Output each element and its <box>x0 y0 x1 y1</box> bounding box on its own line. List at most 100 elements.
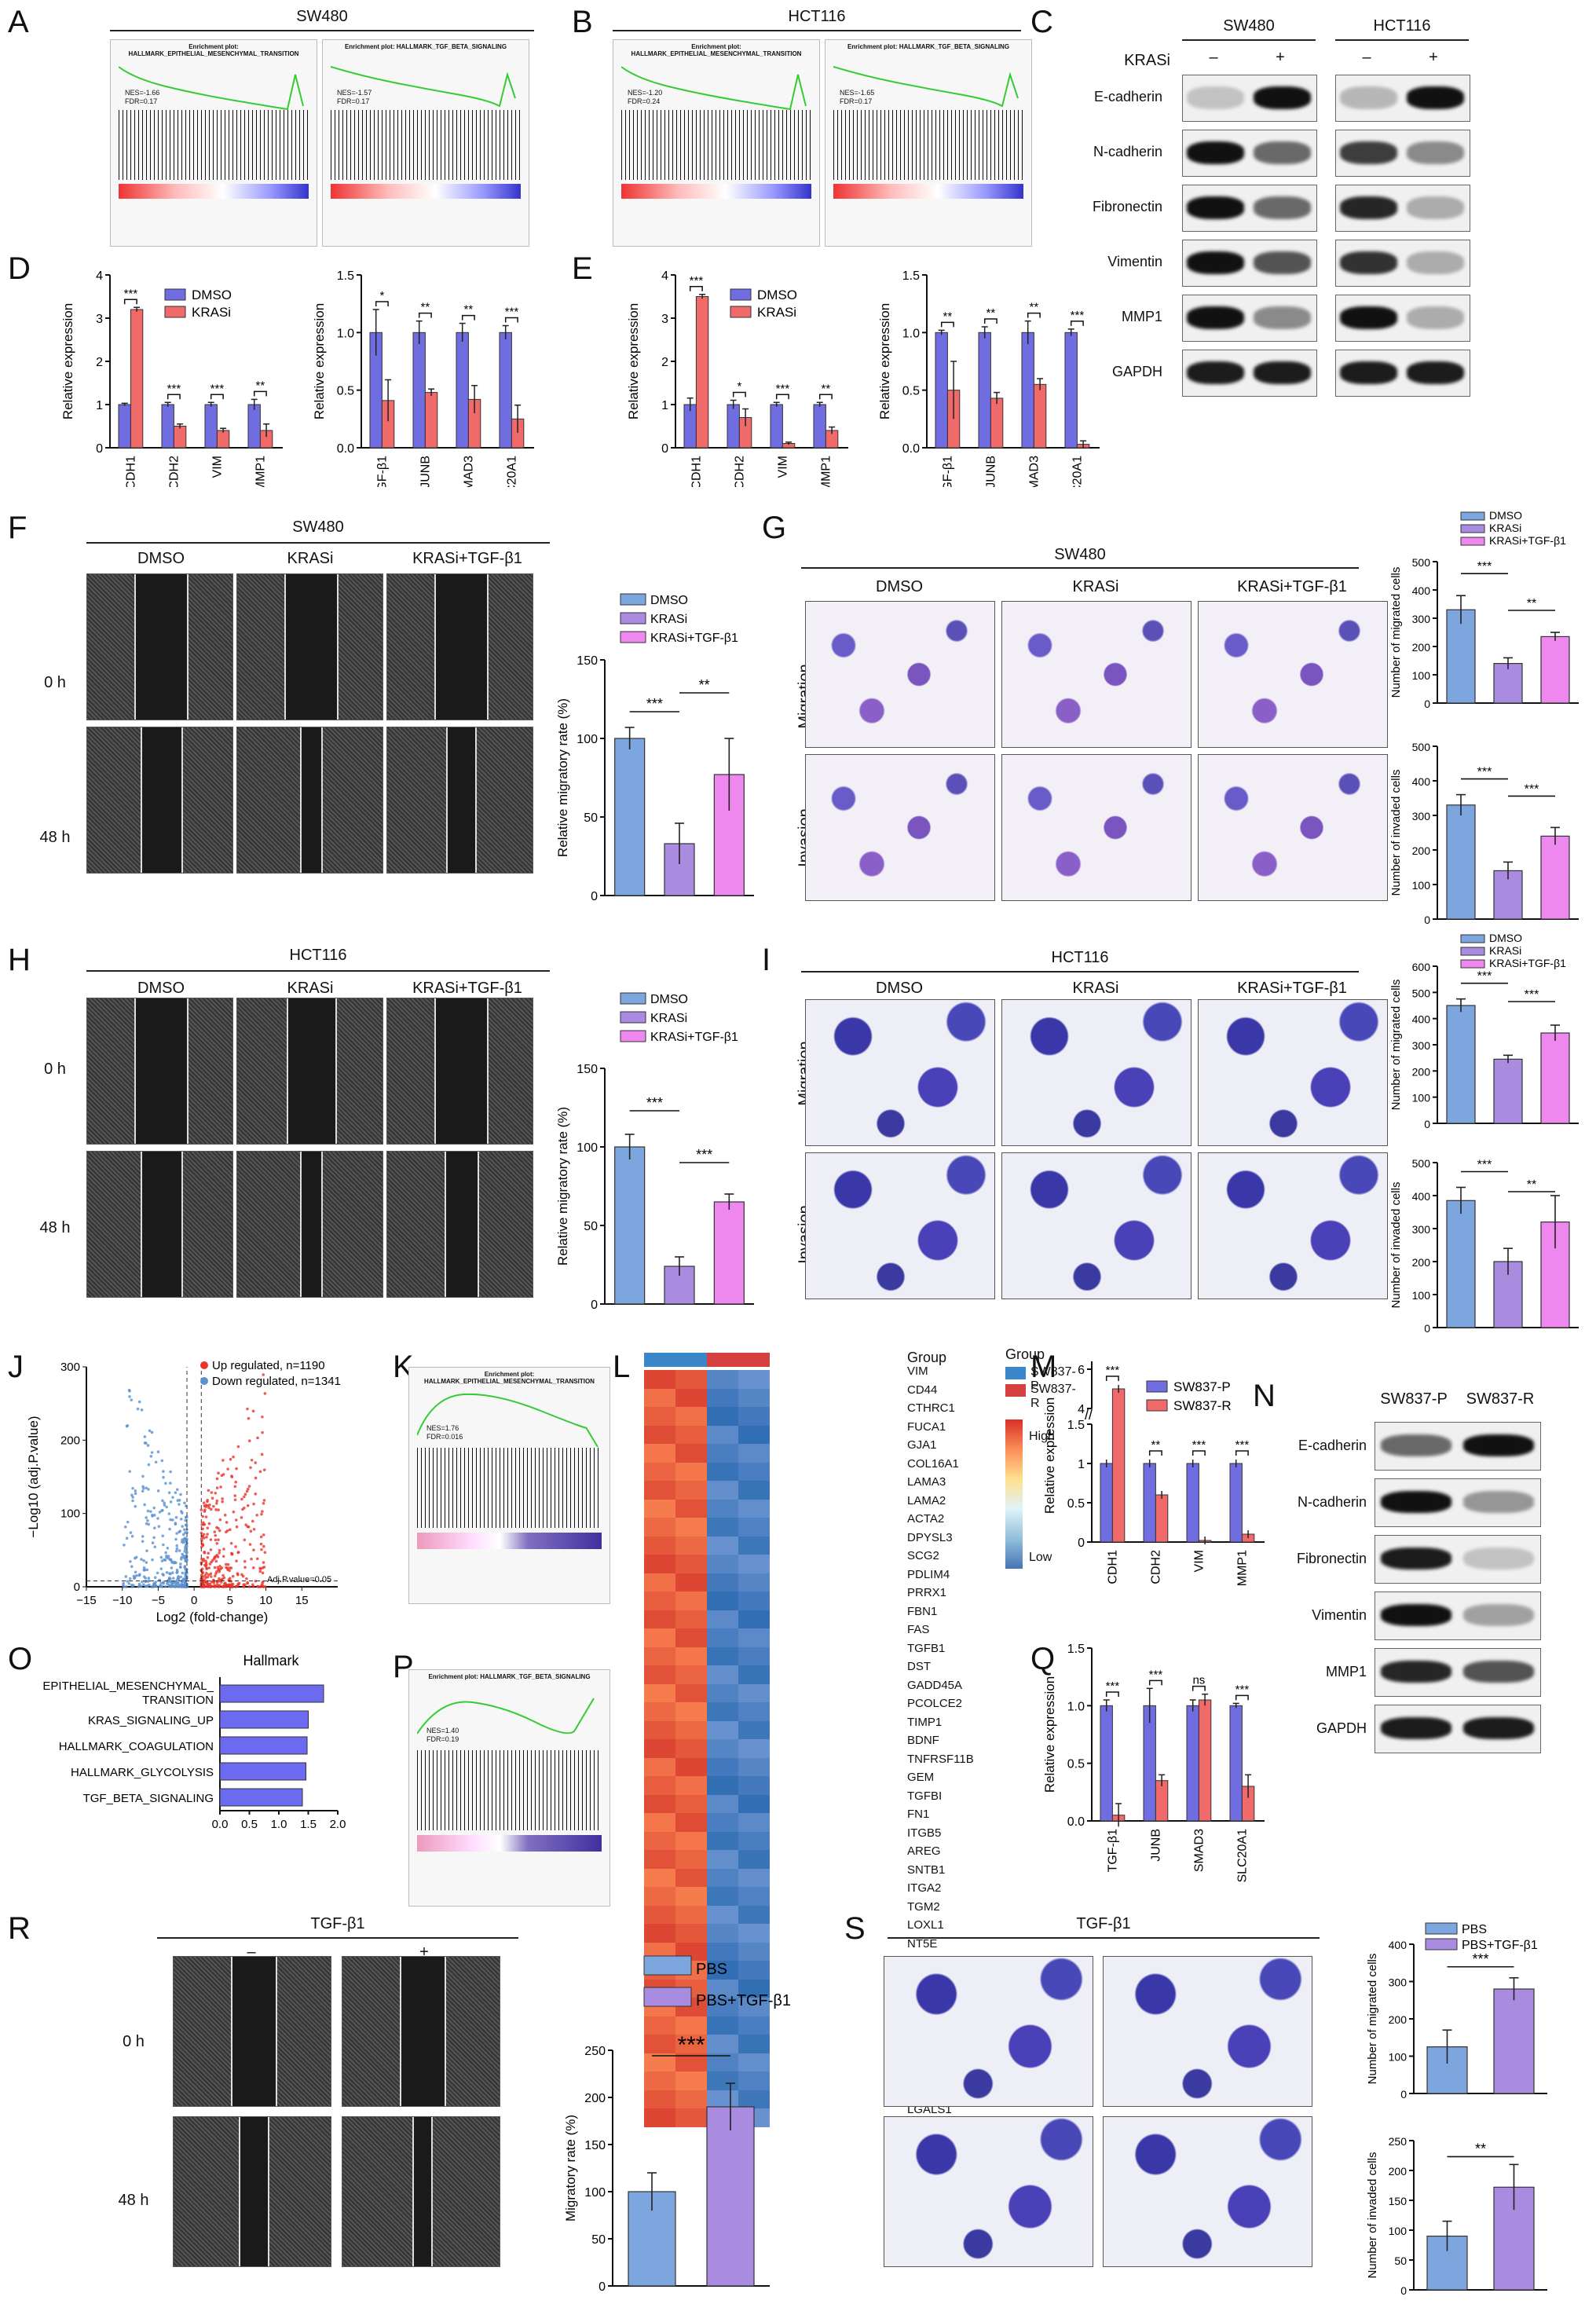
point-down <box>161 1499 164 1503</box>
sig-stars: *** <box>1235 1438 1250 1452</box>
y-tick-label: 200 <box>1412 1065 1431 1078</box>
panel-label-f: F <box>8 511 27 545</box>
y-tick-label: 100 <box>1412 1289 1431 1302</box>
legend-swatch <box>620 1011 646 1024</box>
enrichment-curve <box>621 66 807 111</box>
sig-stars: ** <box>1030 301 1039 314</box>
point-down <box>134 1492 137 1496</box>
point-up <box>214 1538 218 1542</box>
y-axis-label: −Log10 (adj.P.value) <box>26 1416 41 1537</box>
point-up <box>215 1486 219 1489</box>
point-up <box>262 1561 265 1564</box>
point-up <box>200 1508 203 1511</box>
y-tick-label: 100 <box>1412 1092 1431 1104</box>
category-label: SMAD3 <box>1192 1829 1206 1872</box>
point-up <box>221 1497 224 1500</box>
point-down <box>125 1537 129 1540</box>
point-down <box>179 1562 182 1566</box>
point-up <box>260 1512 263 1516</box>
legend-dot-up <box>200 1361 208 1369</box>
bar <box>727 404 740 449</box>
point-up <box>205 1571 208 1575</box>
y-tick-label: 400 <box>1412 1013 1431 1026</box>
sig-bracket <box>818 394 833 400</box>
point-up <box>263 1551 267 1554</box>
point-up <box>232 1455 235 1459</box>
point-up <box>207 1489 210 1493</box>
wound-gap <box>446 727 477 873</box>
point-down <box>163 1501 166 1505</box>
y-tick-label: 200 <box>1389 2013 1407 2026</box>
point-down <box>185 1551 189 1555</box>
heatmap-cell <box>738 1370 770 1389</box>
heatmap-cell <box>707 1683 738 1702</box>
bar <box>1186 1705 1199 1822</box>
wound-image <box>236 1151 383 1298</box>
y-tick-label: 1 <box>661 399 668 412</box>
point-up <box>200 1558 203 1561</box>
point-down <box>159 1555 163 1559</box>
point-down <box>130 1534 134 1538</box>
col-dmso: DMSO <box>876 980 923 997</box>
point-down <box>145 1522 148 1526</box>
bar <box>770 404 783 449</box>
heatmap-cell <box>675 1628 707 1647</box>
point-down <box>124 1575 128 1578</box>
point-down <box>147 1488 150 1491</box>
gene-label: GJA1 <box>907 1438 937 1452</box>
bar <box>1493 1988 1535 2094</box>
point-down <box>140 1408 144 1412</box>
gsea-head: Enrichment plot: <box>847 43 898 50</box>
y-tick-label: 150 <box>577 1063 598 1076</box>
heatmap-cell <box>738 1610 770 1628</box>
panel-label-r: R <box>8 1911 31 1946</box>
x-tick-label: 0.0 <box>212 1818 229 1830</box>
point-up <box>204 1515 208 1518</box>
point-up <box>209 1585 213 1588</box>
wound-image <box>86 727 233 874</box>
bar <box>990 397 1004 449</box>
heatmap-cell <box>644 1388 675 1407</box>
point-up <box>229 1584 232 1588</box>
gene-label: AREG <box>907 1844 941 1858</box>
col-minus: – <box>247 1943 256 1961</box>
point-down <box>162 1470 165 1473</box>
y-axis-label: Relative expression <box>1045 1676 1057 1793</box>
sig-stars: ** <box>822 382 831 395</box>
chart-r-migratory: 0 50 100 150 200 250 Migratory rate (%) *** PBS P… <box>563 1955 791 2294</box>
legend-label: KRASi+TGF-β1 <box>650 632 738 645</box>
category-label: TGF-β1 <box>1106 1829 1119 1873</box>
panel-label-b: B <box>572 5 593 39</box>
protein-band <box>1187 141 1244 164</box>
row-0h: 0 h <box>44 674 66 691</box>
heatmap-cell <box>707 1794 738 1813</box>
point-down <box>162 1475 165 1479</box>
legend-swatch <box>643 1955 692 1976</box>
category-label: SLC20A1 <box>505 456 518 487</box>
point-up <box>217 1526 220 1530</box>
heatmap-cell <box>644 1555 675 1573</box>
protein-label: E-cadherin <box>1093 89 1162 104</box>
point-down <box>141 1540 145 1543</box>
gene-label: GADD45A <box>907 1678 963 1692</box>
sig-bracket <box>461 314 475 321</box>
legend-swatch <box>1146 1380 1168 1393</box>
category-label: EPITHELIAL_MESENCHYMAL_ <box>42 1679 214 1693</box>
y-tick-label: 0.0 <box>1067 1815 1085 1829</box>
gsea-title: HALLMARK_TGF_BETA_SIGNALING <box>480 1673 591 1680</box>
point-down <box>131 1486 134 1490</box>
point-down <box>134 1489 137 1493</box>
transwell-image <box>884 1956 1093 2107</box>
wound-image <box>236 727 383 874</box>
legend-swatch <box>1460 524 1485 533</box>
rank-gradient <box>417 1533 602 1549</box>
point-up <box>261 1571 265 1575</box>
sig-stars: ** <box>421 301 430 314</box>
cell-title-sw480: SW480 <box>1054 546 1106 563</box>
heatmap-cell <box>738 1647 770 1665</box>
protein-band <box>1254 306 1311 329</box>
panel-label-h: H <box>8 943 31 977</box>
transwell-image <box>1103 1956 1312 2107</box>
wound-gap <box>412 2117 433 2266</box>
heatmap-cell <box>738 1757 770 1776</box>
